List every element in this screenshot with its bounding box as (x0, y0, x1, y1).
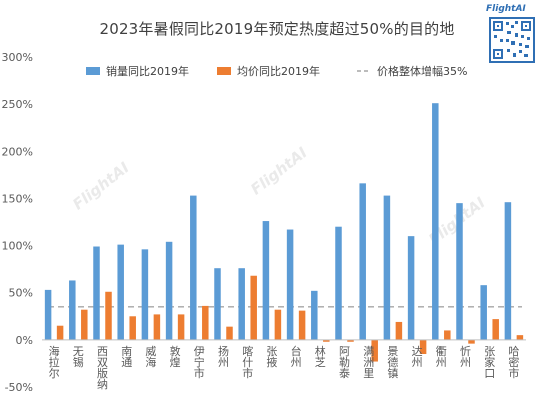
bar-price-yoy (395, 321, 403, 340)
legend-item-price-yoy: 均价同比2019年 (217, 64, 320, 78)
legend-label: 价格整体增幅35% (377, 64, 467, 78)
bar-price-yoy (444, 330, 451, 340)
x-tick-label: 张掖 (266, 345, 277, 369)
bar-price-yoy (153, 314, 161, 340)
bar-sales-yoy (504, 202, 512, 340)
bar-price-yoy (371, 339, 378, 362)
qr-code (489, 17, 535, 63)
bar-price-yoy (274, 309, 282, 340)
bar-sales-yoy (456, 203, 463, 340)
bar-price-yoy (226, 326, 233, 340)
y-tick-label: 150% (2, 192, 33, 205)
x-tick-label: 阿勒泰 (339, 345, 350, 380)
bar-sales-yoy (286, 229, 294, 340)
bar-price-yoy (347, 339, 354, 342)
y-tick-label: 0% (16, 334, 33, 347)
bar-sales-yoy (117, 244, 124, 340)
bar-sales-yoy (165, 241, 173, 340)
y-tick-label: 100% (2, 240, 33, 253)
bar-sales-yoy (44, 289, 52, 340)
bar-price-yoy (468, 339, 475, 344)
bar-price-yoy (56, 325, 64, 340)
bar-sales-yoy (69, 280, 76, 340)
bar-price-yoy (202, 305, 209, 340)
bar-price-yoy (250, 275, 257, 340)
x-tick-label: 无锡 (73, 345, 84, 369)
bar-sales-yoy (190, 195, 197, 340)
bar-sales-yoy (238, 268, 245, 340)
bar-sales-yoy (311, 290, 318, 340)
qr-code-icon (493, 21, 531, 59)
bar-price-yoy (177, 314, 185, 340)
watermark-text: FlightAI (69, 158, 133, 213)
x-tick-label: 南通 (121, 345, 132, 369)
x-tick-label: 扬州 (218, 344, 229, 369)
y-tick-label: 250% (2, 98, 33, 111)
bar-sales-yoy (480, 285, 487, 340)
legend-item-sales-yoy: 销量同比2019年 (86, 64, 189, 78)
x-tick-label: 满洲里 (363, 345, 374, 380)
brand-logo: FlightAI (486, 4, 526, 14)
legend-label: 均价同比2019年 (237, 64, 320, 78)
bar-sales-yoy (383, 195, 391, 340)
y-tick-label: 50% (9, 287, 33, 300)
x-tick-label: 景德镇 (387, 345, 398, 380)
bar-price-yoy (516, 335, 524, 340)
x-tick-label: 敦煌 (170, 344, 181, 369)
x-tick-label: 喀什市 (242, 345, 253, 380)
legend-label: 销量同比2019年 (106, 64, 189, 78)
y-tick-label: -50% (5, 381, 33, 394)
x-tick-label: 哈密市 (508, 345, 519, 380)
bar-price-yoy (298, 310, 306, 340)
bar-sales-yoy (141, 249, 149, 340)
bar-sales-yoy (432, 103, 439, 340)
x-tick-label: 达州 (412, 345, 423, 369)
bar-price-yoy (81, 309, 88, 340)
x-tick-label: 忻州 (460, 345, 471, 369)
bar-sales-yoy (214, 268, 221, 340)
bar-price-yoy (419, 339, 427, 354)
legend-item-reference-line: 价格整体增幅35% (357, 64, 467, 78)
bar-sales-yoy (335, 226, 342, 340)
x-tick-label: 衢州 (436, 345, 447, 369)
x-tick-label: 张家口 (484, 345, 495, 380)
bars-layer (44, 103, 524, 362)
x-tick-label: 林芝 (315, 344, 326, 369)
y-axis: -50% 0% 50% 100% 150% 200% 250% 300% (2, 51, 33, 394)
bar-sales-yoy (359, 183, 366, 340)
chart-title: 2023年暑假同比2019年预定热度超过50%的目的地 (99, 20, 455, 38)
bar-sales-yoy (407, 236, 415, 340)
x-tick-label: 台州 (291, 344, 302, 369)
bar-price-yoy (323, 339, 330, 342)
bar-price-yoy (492, 319, 499, 340)
watermark-text: FlightAI (247, 143, 311, 198)
x-tick-label: 威海 (145, 345, 156, 369)
y-tick-label: 200% (2, 145, 33, 158)
x-tick-label: 海拉尔 (49, 344, 60, 380)
bar-sales-yoy (93, 246, 100, 340)
bar-price-yoy (129, 316, 136, 340)
x-tick-label: 西双版纳 (97, 345, 108, 391)
x-tick-label: 伊宁市 (194, 345, 205, 380)
bar-price-yoy (105, 291, 112, 340)
legend: 销量同比2019年 均价同比2019年 价格整体增幅35% (86, 64, 467, 78)
bar-sales-yoy (262, 221, 270, 340)
y-tick-label: 300% (2, 51, 33, 64)
